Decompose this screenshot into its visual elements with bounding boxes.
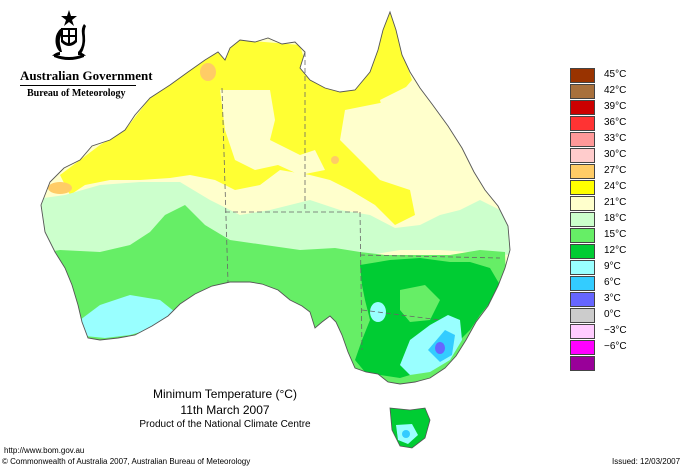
legend-row: 45°C: [570, 68, 650, 84]
legend-row: 6°C: [570, 276, 650, 292]
legend-row: 12°C: [570, 244, 650, 260]
legend-label: 27°C: [604, 165, 627, 176]
website-link[interactable]: http://www.bom.gov.au: [4, 446, 85, 455]
legend-swatch: [570, 324, 595, 339]
legend-label: 9°C: [604, 261, 621, 272]
legend-row: 3°C: [570, 292, 650, 308]
temperature-zones: [41, 12, 510, 384]
legend-label: 18°C: [604, 213, 627, 224]
legend-swatch: [570, 244, 595, 259]
legend-row: 18°C: [570, 212, 650, 228]
legend-swatch: [570, 212, 595, 227]
map-title: Minimum Temperature (°C): [153, 387, 297, 401]
legend-row: −6°C: [570, 340, 650, 356]
legend-label: 24°C: [604, 181, 627, 192]
legend-label: 12°C: [604, 245, 627, 256]
legend-swatch: [570, 116, 595, 131]
legend-label: −6°C: [604, 341, 627, 352]
legend-label: 36°C: [604, 117, 627, 128]
map-date: 11th March 2007: [180, 403, 270, 417]
legend-row: 42°C: [570, 84, 650, 100]
legend-row: 33°C: [570, 132, 650, 148]
legend-label: 3°C: [604, 293, 621, 304]
legend-swatch: [570, 100, 595, 115]
coastline: [40, 10, 511, 385]
legend-row: 27°C: [570, 164, 650, 180]
legend-row: 24°C: [570, 180, 650, 196]
tasmania: [389, 407, 431, 449]
state-borders: [221, 52, 501, 351]
legend-swatch: [570, 260, 595, 275]
legend-swatch: [570, 84, 595, 99]
legend-swatch: [570, 132, 595, 147]
legend-label: 0°C: [604, 309, 621, 320]
legend-row: 0°C: [570, 308, 650, 324]
legend-row: 39°C: [570, 100, 650, 116]
legend-row: [570, 356, 650, 372]
legend-swatch: [570, 180, 595, 195]
legend-label: −3°C: [604, 325, 627, 336]
legend-row: 21°C: [570, 196, 650, 212]
legend-label: 33°C: [604, 133, 627, 144]
legend-swatch: [570, 292, 595, 307]
legend-swatch: [570, 356, 595, 371]
legend-label: 42°C: [604, 85, 627, 96]
legend-row: 9°C: [570, 260, 650, 276]
legend-swatch: [570, 148, 595, 163]
divider: [20, 85, 136, 86]
legend-row: 30°C: [570, 148, 650, 164]
legend-label: 21°C: [604, 197, 627, 208]
legend-swatch: [570, 196, 595, 211]
map-title-block: Minimum Temperature (°C) 11th March 2007…: [110, 386, 340, 432]
coat-of-arms-icon: [52, 10, 86, 60]
map-product: Product of the National Climate Centre: [139, 419, 311, 430]
government-logo: Australian Government Bureau of Meteorol…: [6, 8, 153, 99]
bureau-label: Bureau of Meteorology: [27, 88, 126, 99]
legend-label: 15°C: [604, 229, 627, 240]
legend-label: 45°C: [604, 69, 627, 80]
legend-label: 6°C: [604, 277, 621, 288]
legend-row: −3°C: [570, 324, 650, 340]
legend-row: 15°C: [570, 228, 650, 244]
copyright-notice: © Commonwealth of Australia 2007, Austra…: [2, 457, 251, 466]
legend-label: 30°C: [604, 149, 627, 160]
legend-swatch: [570, 340, 595, 355]
legend-label: 39°C: [604, 101, 627, 112]
government-label: Australian Government: [20, 68, 153, 83]
legend-swatch: [570, 68, 595, 83]
legend-swatch: [570, 228, 595, 243]
issued-date: Issued: 12/03/2007: [612, 457, 680, 466]
legend-swatch: [570, 164, 595, 179]
legend-swatch: [570, 276, 595, 291]
legend-swatch: [570, 308, 595, 323]
legend-row: 36°C: [570, 116, 650, 132]
